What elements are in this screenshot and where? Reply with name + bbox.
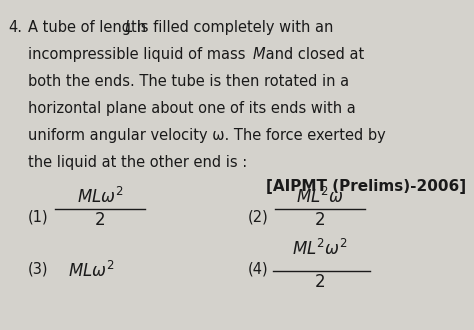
Text: incompressible liquid of mass: incompressible liquid of mass <box>28 47 250 62</box>
Text: $ML\omega^2$: $ML\omega^2$ <box>77 187 123 207</box>
Text: and closed at: and closed at <box>261 47 364 62</box>
Text: 2: 2 <box>315 211 325 229</box>
Text: uniform angular velocity ω. The force exerted by: uniform angular velocity ω. The force ex… <box>28 128 386 143</box>
Text: (4): (4) <box>248 261 269 276</box>
Text: (3): (3) <box>28 261 48 276</box>
Text: M: M <box>253 47 265 62</box>
Text: (2): (2) <box>248 210 269 225</box>
Text: the liquid at the other end is :: the liquid at the other end is : <box>28 155 247 170</box>
Text: L: L <box>125 20 133 35</box>
Text: (1): (1) <box>28 210 49 225</box>
Text: horizontal plane about one of its ends with a: horizontal plane about one of its ends w… <box>28 101 356 116</box>
Text: $ML^2\omega^2$: $ML^2\omega^2$ <box>292 239 348 259</box>
Text: is filled completely with an: is filled completely with an <box>132 20 333 35</box>
Text: 2: 2 <box>315 273 325 291</box>
Text: both the ends. The tube is then rotated in a: both the ends. The tube is then rotated … <box>28 74 349 89</box>
Text: 2: 2 <box>95 211 105 229</box>
Text: $ML^2\omega$: $ML^2\omega$ <box>296 187 344 207</box>
Text: $ML\omega^2$: $ML\omega^2$ <box>68 261 115 281</box>
Text: [AIPMT (Prelims)-2006]: [AIPMT (Prelims)-2006] <box>266 179 466 194</box>
Text: A tube of length: A tube of length <box>28 20 151 35</box>
Text: 4.: 4. <box>8 20 22 35</box>
